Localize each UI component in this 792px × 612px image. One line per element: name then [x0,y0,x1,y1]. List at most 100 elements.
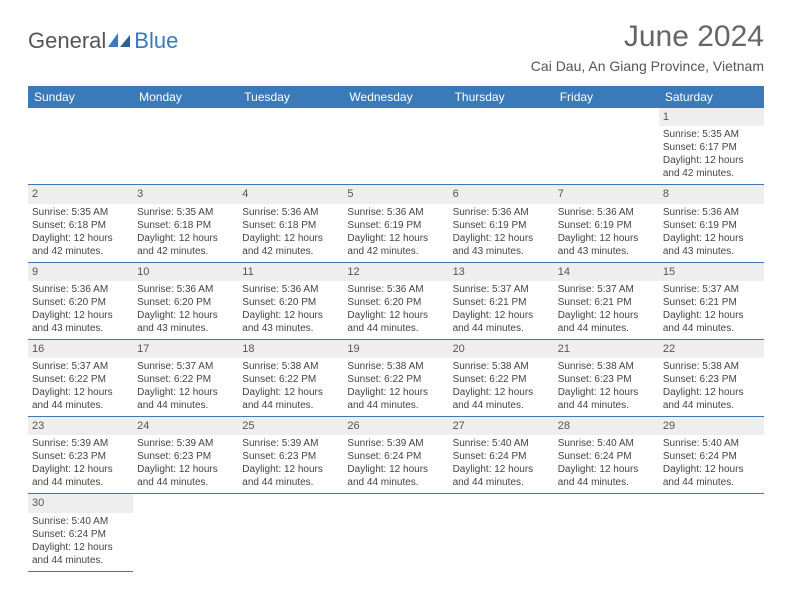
calendar-day: 16 Sunrise: 5:37 AMSunset: 6:22 PMDayligh… [28,339,133,416]
calendar-day: 1Sunrise: 5:35 AMSunset: 6:17 PMDaylight… [659,108,764,185]
day-number: 20 [449,340,554,358]
calendar-empty [449,108,554,185]
day-number: 18 [238,340,343,358]
day-info: Sunrise: 5:36 AMSunset: 6:20 PMDaylight:… [242,283,339,335]
calendar-day: 7Sunrise: 5:36 AMSunset: 6:19 PMDaylight… [554,185,659,262]
header: General Blue June 2024 Cai Dau, An Giang… [28,20,764,74]
day-header: Sunday [28,86,133,108]
day-header: Friday [554,86,659,108]
day-info: Sunrise: 5:37 AMSunset: 6:22 PMDaylight:… [137,360,234,412]
calendar-day: 18 Sunrise: 5:38 AMSunset: 6:22 PMDayligh… [238,339,343,416]
calendar-day: 26 Sunrise: 5:39 AMSunset: 6:24 PMDayligh… [343,417,448,494]
day-number: 15 [659,263,764,281]
day-info: Sunrise: 5:39 AMSunset: 6:24 PMDaylight:… [347,437,444,489]
calendar-day: 6Sunrise: 5:36 AMSunset: 6:19 PMDaylight… [449,185,554,262]
day-number: 9 [28,263,133,281]
location: Cai Dau, An Giang Province, Vietnam [531,58,764,74]
day-info: Sunrise: 5:36 AMSunset: 6:19 PMDaylight:… [453,206,550,258]
calendar-empty [133,494,238,571]
day-number: 2 [28,185,133,203]
calendar-day: 27Sunrise: 5:40 AMSunset: 6:24 PMDayligh… [449,417,554,494]
calendar-day: 23 Sunrise: 5:39 AMSunset: 6:23 PMDayligh… [28,417,133,494]
calendar-day: 29Sunrise: 5:40 AMSunset: 6:24 PMDayligh… [659,417,764,494]
day-info: Sunrise: 5:38 AMSunset: 6:22 PMDaylight:… [242,360,339,412]
day-number: 23 [28,417,133,435]
day-number: 27 [449,417,554,435]
day-info: Sunrise: 5:39 AMSunset: 6:23 PMDaylight:… [32,437,129,489]
day-header: Saturday [659,86,764,108]
calendar-day: 4Sunrise: 5:36 AMSunset: 6:18 PMDaylight… [238,185,343,262]
day-info: Sunrise: 5:40 AMSunset: 6:24 PMDaylight:… [663,437,760,489]
day-header: Wednesday [343,86,448,108]
day-info: Sunrise: 5:36 AMSunset: 6:20 PMDaylight:… [32,283,129,335]
day-number: 11 [238,263,343,281]
day-info: Sunrise: 5:36 AMSunset: 6:20 PMDaylight:… [347,283,444,335]
calendar-empty [28,108,133,185]
day-number: 14 [554,263,659,281]
day-info: Sunrise: 5:40 AMSunset: 6:24 PMDaylight:… [558,437,655,489]
day-number: 30 [28,494,133,512]
calendar-day: 14Sunrise: 5:37 AMSunset: 6:21 PMDayligh… [554,262,659,339]
day-number: 19 [343,340,448,358]
brand-name-b: Blue [134,28,178,54]
day-info: Sunrise: 5:38 AMSunset: 6:23 PMDaylight:… [663,360,760,412]
calendar-day: 17 Sunrise: 5:37 AMSunset: 6:22 PMDayligh… [133,339,238,416]
day-number: 25 [238,417,343,435]
calendar-day: 20 Sunrise: 5:38 AMSunset: 6:22 PMDayligh… [449,339,554,416]
calendar-day: 12Sunrise: 5:36 AMSunset: 6:20 PMDayligh… [343,262,448,339]
day-number: 21 [554,340,659,358]
day-number: 3 [133,185,238,203]
day-number: 16 [28,340,133,358]
calendar-day: 9 Sunrise: 5:36 AMSunset: 6:20 PMDaylight… [28,262,133,339]
day-number: 10 [133,263,238,281]
calendar-empty [343,108,448,185]
day-info: Sunrise: 5:37 AMSunset: 6:22 PMDaylight:… [32,360,129,412]
title-block: June 2024 Cai Dau, An Giang Province, Vi… [531,20,764,74]
day-info: Sunrise: 5:37 AMSunset: 6:21 PMDaylight:… [663,283,760,335]
day-header: Tuesday [238,86,343,108]
month-title: June 2024 [531,20,764,54]
day-number: 22 [659,340,764,358]
calendar-day: 3 Sunrise: 5:35 AMSunset: 6:18 PMDaylight… [133,185,238,262]
calendar-day: 22 Sunrise: 5:38 AMSunset: 6:23 PMDayligh… [659,339,764,416]
calendar-week: 2Sunrise: 5:35 AMSunset: 6:18 PMDaylight… [28,185,764,262]
day-info: Sunrise: 5:40 AMSunset: 6:24 PMDaylight:… [32,515,129,567]
calendar-week: 23 Sunrise: 5:39 AMSunset: 6:23 PMDayligh… [28,417,764,494]
sail-icon [108,33,132,49]
day-info: Sunrise: 5:36 AMSunset: 6:19 PMDaylight:… [558,206,655,258]
calendar-table: SundayMondayTuesdayWednesdayThursdayFrid… [28,86,764,572]
calendar-day: 30 Sunrise: 5:40 AMSunset: 6:24 PMDayligh… [28,494,133,571]
day-header: Thursday [449,86,554,108]
day-number: 17 [133,340,238,358]
calendar-day: 19Sunrise: 5:38 AMSunset: 6:22 PMDayligh… [343,339,448,416]
day-info: Sunrise: 5:38 AMSunset: 6:22 PMDaylight:… [453,360,550,412]
calendar-empty [238,108,343,185]
day-info: Sunrise: 5:37 AMSunset: 6:21 PMDaylight:… [453,283,550,335]
calendar-day: 25 Sunrise: 5:39 AMSunset: 6:23 PMDayligh… [238,417,343,494]
day-number: 5 [343,185,448,203]
day-number: 8 [659,185,764,203]
calendar-day: 11 Sunrise: 5:36 AMSunset: 6:20 PMDayligh… [238,262,343,339]
day-number: 24 [133,417,238,435]
calendar-week: 16Sunrise: 5:37 AMSunset: 6:22 PMDayligh… [28,339,764,416]
calendar-empty [238,494,343,571]
calendar-day: 21Sunrise: 5:38 AMSunset: 6:23 PMDayligh… [554,339,659,416]
day-info: Sunrise: 5:35 AMSunset: 6:17 PMDaylight:… [663,128,760,180]
calendar-day: 10Sunrise: 5:36 AMSunset: 6:20 PMDayligh… [133,262,238,339]
day-info: Sunrise: 5:39 AMSunset: 6:23 PMDaylight:… [242,437,339,489]
calendar-day: 8Sunrise: 5:36 AMSunset: 6:19 PMDaylight… [659,185,764,262]
day-number: 4 [238,185,343,203]
calendar-day: 28Sunrise: 5:40 AMSunset: 6:24 PMDayligh… [554,417,659,494]
day-info: Sunrise: 5:36 AMSunset: 6:19 PMDaylight:… [347,206,444,258]
day-number: 26 [343,417,448,435]
calendar-empty [343,494,448,571]
calendar-week: 30 Sunrise: 5:40 AMSunset: 6:24 PMDayligh… [28,494,764,571]
calendar-empty [554,494,659,571]
calendar-empty [659,494,764,571]
brand-logo: General Blue [28,28,178,54]
calendar-empty [554,108,659,185]
calendar-empty [449,494,554,571]
day-info: Sunrise: 5:35 AMSunset: 6:18 PMDaylight:… [137,206,234,258]
brand-name-a: General [28,28,106,54]
calendar-day: 13Sunrise: 5:37 AMSunset: 6:21 PMDayligh… [449,262,554,339]
